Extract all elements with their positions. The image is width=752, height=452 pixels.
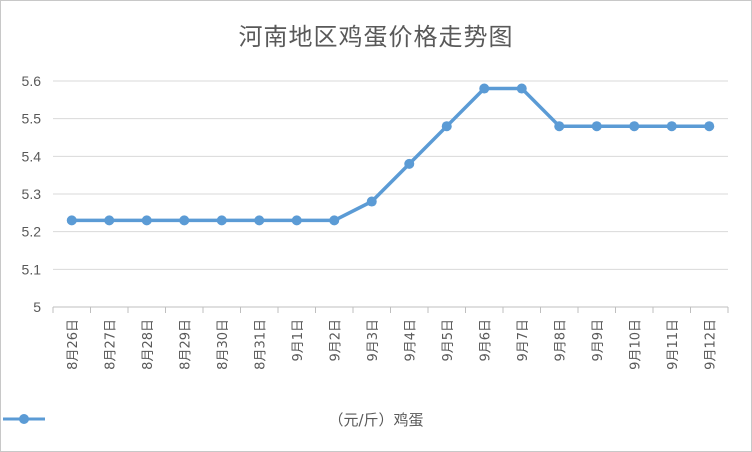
- x-tick-label: 8月27日: [103, 319, 118, 370]
- x-tick-label: 8月29日: [178, 319, 193, 370]
- x-tick-label: 8月30日: [216, 319, 231, 370]
- x-tick-label: 9月3日: [366, 319, 381, 362]
- x-tick-label: 9月9日: [591, 319, 606, 362]
- y-tick-label: 5.6: [22, 73, 42, 89]
- y-tick-label: 5.4: [22, 148, 42, 164]
- data-point: [666, 121, 677, 132]
- y-tick-label: 5.3: [22, 186, 42, 202]
- legend-swatch: [3, 414, 45, 424]
- x-tick-label: 9月1日: [291, 319, 306, 362]
- x-tick-label: 9月6日: [478, 319, 493, 362]
- x-tick-label: 9月12日: [703, 319, 718, 370]
- x-tick-label: 9月10日: [628, 319, 643, 370]
- data-point: [179, 215, 190, 226]
- grid-lines: [52, 80, 729, 313]
- data-point: [291, 215, 302, 226]
- x-tick-label: 9月5日: [441, 319, 456, 362]
- x-tick-label: 8月28日: [141, 319, 156, 370]
- x-tick-label: 9月2日: [328, 319, 343, 362]
- data-point: [704, 121, 715, 132]
- legend-label: （元/斤）鸡蛋: [328, 411, 424, 429]
- x-tick-label: 8月31日: [253, 319, 268, 370]
- x-tick-label: 9月8日: [553, 319, 568, 362]
- data-point: [591, 121, 602, 132]
- y-axis-tick-labels: 5 5.1 5.2 5.3 5.4 5.5 5.6: [22, 73, 42, 315]
- data-point: [441, 121, 452, 132]
- x-tick-label: 9月4日: [403, 319, 418, 362]
- x-tick-label: 8月26日: [66, 319, 81, 370]
- data-point: [329, 215, 340, 226]
- data-point: [141, 215, 152, 226]
- series-group: [66, 83, 715, 226]
- y-tick-label: 5: [33, 299, 41, 315]
- data-point: [254, 215, 265, 226]
- data-point: [479, 83, 490, 94]
- y-tick-label: 5.2: [22, 224, 42, 240]
- data-point: [404, 158, 415, 169]
- data-point: [216, 215, 227, 226]
- legend: （元/斤）鸡蛋: [1, 409, 751, 430]
- data-point: [104, 215, 115, 226]
- y-tick-label: 5.1: [22, 261, 42, 277]
- y-tick-label: 5.5: [22, 111, 42, 127]
- data-point: [66, 215, 77, 226]
- x-tick-label: 9月11日: [666, 319, 681, 370]
- data-point: [366, 196, 377, 207]
- chart-title: 河南地区鸡蛋价格走势图: [238, 23, 514, 51]
- data-point: [516, 83, 527, 94]
- x-tick-label: 9月7日: [516, 319, 531, 362]
- series-line: [70, 86, 712, 223]
- x-axis-tick-labels: 8月26日 8月27日 8月28日 8月29日 8月30日 8月31日 9月1日 9月2日 9月…: [66, 319, 719, 370]
- data-point: [629, 121, 640, 132]
- data-point: [554, 121, 565, 132]
